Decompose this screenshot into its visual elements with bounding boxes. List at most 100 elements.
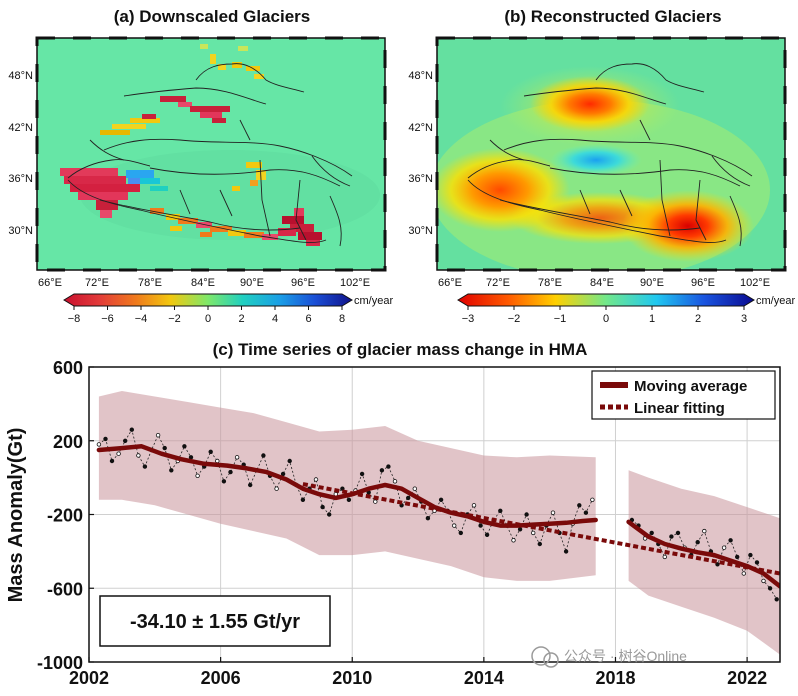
monthly-point <box>590 497 595 502</box>
monthly-point <box>702 528 707 534</box>
colorbar-tick-label: 2 <box>695 313 701 325</box>
monthly-point <box>274 486 279 491</box>
monthly-point <box>741 571 746 576</box>
panel-a-lat-ticks: 48°N 42°N 36°N 30°N <box>8 70 33 237</box>
y-tick-label: -1000 <box>37 653 83 673</box>
uncertainty-band-segment <box>98 391 596 581</box>
panel-b-lat-ticks: 48°N 42°N 36°N 30°N <box>408 70 433 237</box>
panel-a-title: (a) Downscaled Glaciers <box>114 7 311 26</box>
colorbar-tick-label: −2 <box>508 313 521 325</box>
colorbar-tick-label: 0 <box>205 313 211 325</box>
x-tick-label: 2018 <box>595 668 635 688</box>
monthly-point <box>136 453 141 458</box>
colorbar-tick-label: 6 <box>305 313 311 325</box>
x-tick-label: 2022 <box>727 668 767 688</box>
monthly-point <box>129 427 134 432</box>
monthly-point <box>735 554 740 560</box>
monthly-point <box>287 458 292 464</box>
panel-b-lon-tick: 72°E <box>486 277 510 289</box>
linear-fit-line <box>302 482 780 576</box>
monthly-point <box>221 479 227 484</box>
monthly-point <box>484 532 490 537</box>
panel-b-colorbar-bar <box>457 293 755 307</box>
monthly-point <box>234 455 240 460</box>
monthly-point <box>109 458 115 464</box>
monthly-point <box>261 453 266 458</box>
uncertainty-band-segment <box>628 470 780 655</box>
panel-a-lon-tick: 90°E <box>240 277 264 289</box>
monthly-point <box>748 552 753 558</box>
wechat-icon <box>531 646 551 666</box>
monthly-point <box>425 516 431 521</box>
monthly-point <box>517 527 523 532</box>
panel-a-colorbar-unit: cm/year <box>354 295 393 307</box>
monthly-point <box>438 497 444 502</box>
monthly-point <box>96 442 102 447</box>
panel-c-uncertainty-band <box>98 391 780 655</box>
colorbar-tick-label: 0 <box>603 313 609 325</box>
trend-annotation: -34.10 ± 1.55 Gt/yr <box>99 595 331 647</box>
monthly-point <box>392 479 398 484</box>
monthly-point <box>715 562 720 567</box>
monthly-point <box>228 469 233 475</box>
monthly-point <box>247 482 253 488</box>
panel-a-lat-tick: 42°N <box>8 122 33 134</box>
panel-a-lon-tick: 84°E <box>191 277 215 289</box>
monthly-point <box>524 512 529 517</box>
colorbar-tick-label: −4 <box>135 313 148 325</box>
panel-a-lon-tick: 102°E <box>340 277 370 289</box>
colorbar-tick-label: 2 <box>238 313 244 325</box>
panel-a-boundaries <box>67 63 353 247</box>
colorbar-tick-label: −2 <box>168 313 181 325</box>
x-tick-label: 2014 <box>464 668 504 688</box>
x-tick-label: 2002 <box>69 668 109 688</box>
monthly-point <box>452 523 457 528</box>
panel-c-x-ticks: 2002 2006 2010 2014 2018 2022 <box>69 657 767 688</box>
panel-a-lon-tick: 66°E <box>38 277 62 289</box>
monthly-point <box>195 473 200 478</box>
monthly-point <box>531 530 536 536</box>
monthly-point <box>346 497 352 502</box>
panel-b-lon-tick: 84°E <box>590 277 614 289</box>
monthly-point <box>583 510 589 515</box>
monthly-point <box>116 451 121 456</box>
monthly-point <box>142 464 148 469</box>
x-tick-label: 2006 <box>201 668 241 688</box>
panel-a-lon-tick: 78°E <box>138 277 162 289</box>
colorbar-tick-label: −6 <box>101 313 114 325</box>
panel-b-boundaries <box>467 63 753 247</box>
monthly-point <box>103 436 108 442</box>
monthly-point <box>774 597 779 602</box>
panel-c-y-ticks: 600 200 -200 -600 -1000 <box>37 358 94 673</box>
trend-text: -34.10 ± 1.55 Gt/yr <box>130 611 300 633</box>
panel-b-lon-tick: 66°E <box>438 277 462 289</box>
panel-b-title: (b) Reconstructed Glaciers <box>504 7 721 26</box>
monthly-point <box>761 578 766 584</box>
monthly-point <box>675 530 681 536</box>
panel-a-lat-tick: 36°N <box>8 173 33 185</box>
monthly-point <box>471 503 477 508</box>
legend-box <box>591 370 776 420</box>
monthly-point <box>537 541 542 547</box>
panel-b-colorbar-unit: cm/year <box>756 295 795 307</box>
panel-b-lon-tick: 90°E <box>640 277 664 289</box>
monthly-point <box>215 458 220 464</box>
monthly-point <box>300 497 306 502</box>
y-tick-label: -600 <box>47 579 83 599</box>
panel-a-colorbar: cm/year −8 −6 −4 −2 0 2 4 6 8 <box>63 293 393 325</box>
monthly-point <box>563 549 569 554</box>
panel-a-lat-tick: 30°N <box>8 225 33 237</box>
monthly-point <box>327 512 332 517</box>
monthly-point <box>662 554 667 560</box>
monthly-point <box>182 444 187 449</box>
panel-a-colorbar-bar <box>63 293 353 307</box>
monthly-point <box>767 586 773 591</box>
monthly-point <box>386 464 391 469</box>
monthly-point <box>498 508 503 513</box>
panel-c-plot: 2002 2006 2010 2014 2018 2022 600 200 -200 -600 -… <box>37 358 781 688</box>
panel-a-map: 66°E 72°E 78°E 84°E 90°E 96°E 102°E 48°N… <box>8 36 387 289</box>
y-tick-label: -200 <box>47 506 83 526</box>
monthly-point <box>577 503 582 508</box>
monthly-point <box>754 560 760 565</box>
